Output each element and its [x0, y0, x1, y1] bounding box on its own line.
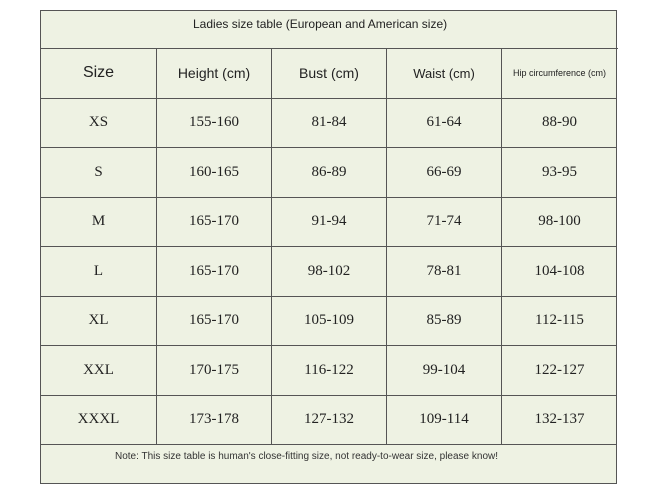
- column-header: Size: [41, 49, 157, 99]
- note: Note: This size table is human's close-f…: [115, 451, 499, 462]
- measurement: 86-89: [272, 148, 387, 198]
- measurement: 132-137: [502, 396, 617, 445]
- measurement: 88-90: [502, 99, 617, 148]
- column-header: Hip circumference (cm): [502, 49, 617, 99]
- measurement: 155-160: [157, 98, 272, 148]
- measurement: 127-132: [272, 395, 387, 445]
- measurement: 170-175: [157, 346, 272, 396]
- measurement: 81-84: [272, 98, 387, 148]
- size-label: S: [41, 148, 157, 198]
- measurement: 160-165: [157, 148, 272, 198]
- measurement: 66-69: [387, 148, 502, 198]
- measurement: 165-170: [157, 197, 272, 247]
- column-header: Waist (cm): [387, 49, 502, 99]
- size-label: XL: [41, 296, 157, 346]
- measurement: 112-115: [502, 297, 617, 346]
- size-label: XXL: [41, 346, 157, 396]
- column-header: Height (cm): [157, 49, 272, 99]
- measurement: 85-89: [387, 296, 502, 346]
- measurement: 98-100: [502, 198, 617, 247]
- measurement: 93-95: [502, 148, 617, 198]
- size-label: L: [41, 247, 157, 297]
- measurement: 98-102: [272, 247, 387, 297]
- measurement: 165-170: [157, 296, 272, 346]
- measurement: 91-94: [272, 197, 387, 247]
- size-label: XXXL: [41, 395, 157, 445]
- measurement: 116-122: [272, 346, 387, 396]
- measurement: 99-104: [387, 346, 502, 396]
- column-header: Bust (cm): [272, 49, 387, 99]
- size-label: M: [41, 197, 157, 247]
- divider: [41, 48, 618, 49]
- size-label: XS: [41, 98, 157, 148]
- measurement: 122-127: [502, 346, 617, 396]
- measurement: 105-109: [272, 296, 387, 346]
- measurement: 78-81: [387, 247, 502, 297]
- measurement: 104-108: [502, 247, 617, 297]
- measurement: 109-114: [387, 395, 502, 445]
- size-table: Ladies size table (European and American…: [40, 10, 618, 484]
- measurement: 71-74: [387, 197, 502, 247]
- table-title: Ladies size table (European and American…: [193, 17, 448, 31]
- measurement: 61-64: [387, 98, 502, 148]
- measurement: 165-170: [157, 247, 272, 297]
- measurement: 173-178: [157, 395, 272, 445]
